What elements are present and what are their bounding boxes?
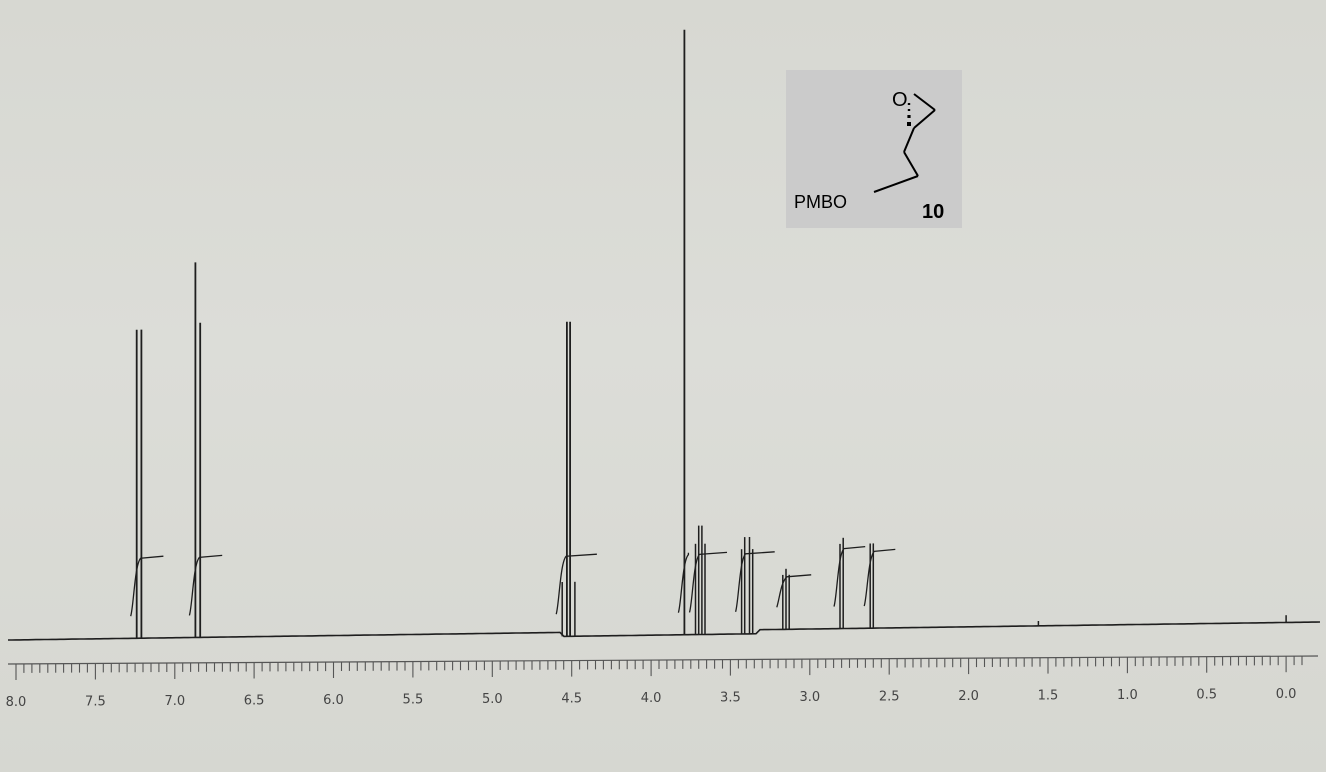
tick-label: 1.0: [1117, 688, 1138, 703]
peak-group-benzylic: [561, 321, 576, 637]
epoxide-structure: O PMBO 10: [794, 89, 944, 223]
peak-group-aromatic-a: [135, 329, 143, 639]
bond-ch2-ch2: [903, 151, 919, 177]
tick-label: 5.5: [403, 693, 424, 708]
ring-bond-o-ch2: [913, 93, 936, 111]
integral-curve: [130, 555, 164, 617]
axis-line: [7, 655, 1319, 665]
tick-label: 4.5: [561, 692, 582, 707]
peak-group-epoxide-ch: [782, 568, 790, 630]
tick-label: 1.5: [1038, 689, 1059, 704]
bond-ch2-o: [873, 175, 919, 193]
substituent-label: PMBO: [794, 192, 847, 212]
tick-label: 3.5: [720, 691, 741, 706]
spectrum-trace: [8, 29, 1321, 641]
integral-curve: [677, 552, 690, 613]
tick-label: 7.5: [85, 695, 106, 710]
compound-number: 10: [922, 201, 944, 223]
integral-curve: [833, 545, 866, 607]
peak-group-och2-b: [740, 537, 754, 634]
ring-oxygen-label: O: [892, 89, 908, 111]
tick-label: 2.0: [958, 689, 979, 704]
peak-group-aromatic-b: [194, 262, 202, 638]
peak-group-epoxide-ch2-a: [839, 537, 844, 629]
ppm-axis: 8.0 7.5 7.0 6.5 6.0 5.5 5.0 4.5 4.0 3.5 3.0 2.5 2.0 1…: [6, 655, 1319, 710]
tick-label: 6.5: [244, 694, 265, 709]
tick-label: 6.0: [323, 693, 344, 708]
bond-ch-ch2: [903, 127, 915, 153]
peak-group-och2-a: [694, 525, 706, 635]
tick-label: 8.0: [6, 695, 27, 710]
tick-label: 4.0: [641, 691, 662, 706]
peak-group-epoxide-ch2-b: [869, 543, 875, 629]
structure-card: O PMBO 10: [786, 70, 962, 228]
baseline: [8, 621, 1321, 641]
tick-label: 0.0: [1276, 687, 1297, 702]
tick-label: 0.5: [1196, 688, 1217, 703]
integral-curve: [776, 574, 812, 608]
tick-label: 2.5: [879, 690, 900, 705]
integral-curve: [688, 551, 728, 613]
tick-label: 3.0: [799, 690, 820, 705]
integral-curve: [734, 551, 775, 612]
integral-curve: [863, 548, 896, 607]
integral-curve: [188, 554, 223, 616]
ring-bond-ch2-ch: [913, 109, 936, 129]
integral-curves: [130, 545, 896, 617]
tick-label: 5.0: [482, 692, 503, 707]
tick-label: 7.0: [164, 694, 185, 709]
